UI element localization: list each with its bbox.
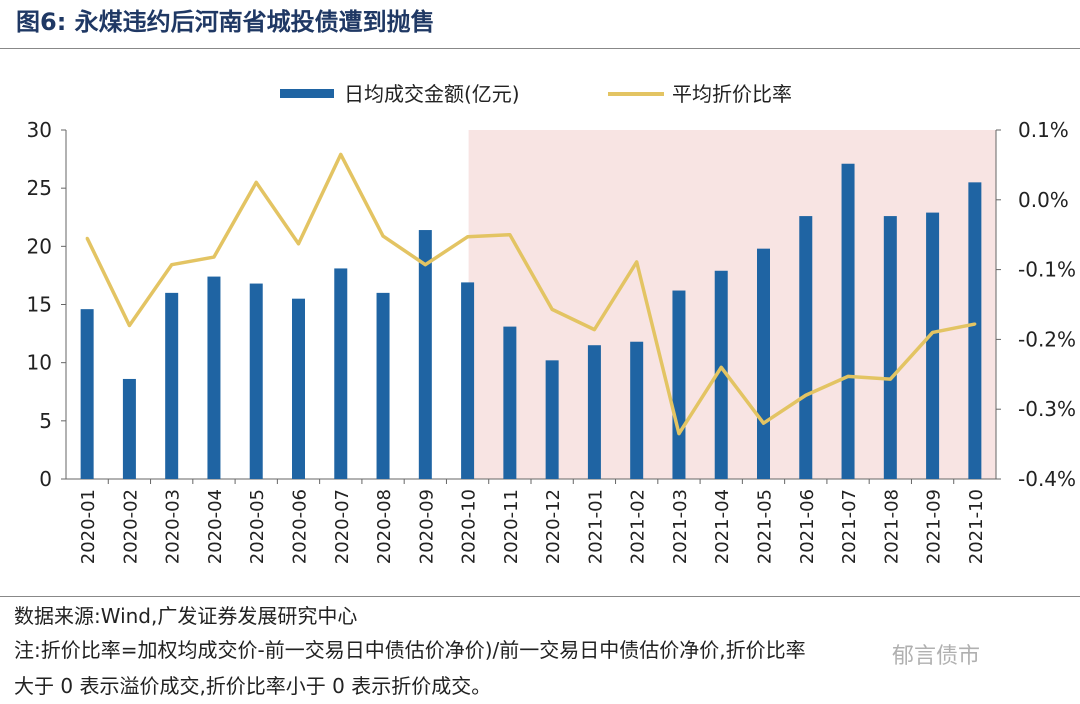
bar bbox=[376, 292, 390, 479]
legend: 日均成交金额(亿元) 平均折价比率 bbox=[280, 82, 792, 106]
bar bbox=[799, 216, 813, 479]
x-tick-label: 2020-04 bbox=[205, 489, 226, 564]
bar bbox=[545, 360, 559, 479]
left-tick-label: 15 bbox=[27, 293, 52, 317]
x-tick-label: 2020-07 bbox=[332, 489, 353, 564]
line-point bbox=[381, 234, 385, 238]
watermark: 郁言债市 bbox=[890, 638, 983, 670]
bar bbox=[503, 326, 517, 479]
bar bbox=[292, 298, 305, 479]
figure-title-text: 永煤违约后河南省城投债遭到抛售 bbox=[74, 8, 435, 36]
line-point bbox=[423, 263, 427, 267]
bar bbox=[334, 268, 348, 479]
left-tick-label: 0 bbox=[39, 467, 52, 491]
bar bbox=[968, 182, 982, 479]
x-tick-label: 2021-01 bbox=[585, 489, 606, 564]
line-point bbox=[339, 152, 343, 156]
x-tick-label: 2021-08 bbox=[881, 489, 902, 564]
x-tick-label: 2021-10 bbox=[966, 489, 987, 564]
x-tick-label: 2021-07 bbox=[839, 489, 860, 564]
left-tick-label: 5 bbox=[39, 409, 52, 433]
bar-layer bbox=[80, 163, 982, 479]
figure-title: 图6: 永煤违约后河南省城投债遭到抛售 bbox=[16, 2, 435, 42]
bar bbox=[630, 341, 644, 479]
x-tick-label: 2020-09 bbox=[416, 489, 437, 564]
figure-label: 图6: bbox=[16, 8, 67, 36]
x-tick-label: 2020-01 bbox=[78, 489, 99, 564]
x-tick-label: 2020-12 bbox=[543, 489, 564, 564]
line-point bbox=[170, 263, 174, 267]
line-point bbox=[212, 255, 216, 259]
note-line-2: 大于 0 表示溢价成交,折价比率小于 0 表示折价成交。 bbox=[14, 674, 492, 698]
bar bbox=[418, 230, 432, 479]
legend-bar-swatch bbox=[280, 89, 334, 98]
x-tick-label: 2020-08 bbox=[374, 489, 395, 564]
bar bbox=[926, 212, 940, 479]
legend-bar-label: 日均成交金额(亿元) bbox=[344, 82, 520, 106]
x-tick-label: 2020-02 bbox=[120, 489, 141, 564]
footer-divider bbox=[0, 596, 1080, 597]
x-tick-label: 2021-03 bbox=[670, 489, 691, 564]
line-point bbox=[297, 242, 300, 246]
line-point bbox=[719, 365, 723, 369]
bar bbox=[461, 282, 475, 479]
bar bbox=[249, 283, 263, 479]
data-source: 数据来源:Wind,广发证券发展研究中心 bbox=[14, 604, 358, 628]
line-point bbox=[635, 260, 639, 264]
discount-rate-line bbox=[85, 152, 976, 436]
bar bbox=[672, 290, 686, 479]
line-point bbox=[550, 307, 554, 311]
bar bbox=[80, 309, 94, 479]
right-tick-label: -0.1% bbox=[1018, 258, 1076, 282]
chart: 0 5 10 15 20 25 30 -0.4% -0.3% -0.2% -0.1% 0.0% 0.1%… bbox=[27, 82, 1076, 564]
line-point bbox=[127, 323, 131, 327]
x-tick-label: 2020-03 bbox=[163, 489, 184, 564]
line-point bbox=[973, 322, 977, 326]
left-tick-label: 25 bbox=[27, 176, 52, 200]
line-point bbox=[85, 236, 89, 240]
line-point bbox=[677, 432, 681, 436]
legend-line-label: 平均折价比率 bbox=[672, 82, 792, 106]
left-tick-label: 20 bbox=[27, 234, 52, 258]
right-tick-label: -0.2% bbox=[1018, 327, 1076, 351]
line-point bbox=[888, 377, 892, 381]
bar bbox=[587, 345, 601, 479]
x-tick-label: 2021-09 bbox=[924, 489, 945, 564]
right-tick-label: 0.1% bbox=[1018, 118, 1069, 142]
x-tick-label: 2020-05 bbox=[247, 489, 268, 564]
left-tick-label: 30 bbox=[27, 118, 52, 142]
line-point bbox=[466, 235, 470, 239]
bar bbox=[841, 163, 855, 479]
x-tick-label: 2021-04 bbox=[712, 489, 733, 564]
x-tick-label: 2020-10 bbox=[459, 489, 480, 564]
title-divider bbox=[0, 48, 1080, 49]
x-tick-label: 2020-06 bbox=[290, 489, 311, 564]
line-point bbox=[508, 233, 512, 237]
left-tick-label: 10 bbox=[27, 351, 52, 375]
bar bbox=[122, 378, 136, 479]
bar bbox=[757, 248, 770, 479]
bar bbox=[714, 270, 728, 479]
right-tick-label: -0.3% bbox=[1018, 397, 1076, 421]
right-tick-label: -0.4% bbox=[1018, 467, 1076, 491]
line-layer bbox=[85, 152, 977, 436]
x-tick-label: 2021-05 bbox=[755, 489, 776, 564]
x-tick-label: 2021-06 bbox=[797, 489, 818, 564]
line-point bbox=[804, 393, 808, 397]
axis-layer: 0 5 10 15 20 25 30 -0.4% -0.3% -0.2% -0.1% 0.0% 0.1%… bbox=[27, 118, 1076, 564]
line-point bbox=[592, 328, 596, 332]
line-point bbox=[846, 374, 850, 378]
line-point bbox=[931, 330, 935, 334]
note-line-1: 注:折价比率=加权均成交价-前一交易日中债估价净价)/前一交易日中债估价净价,折… bbox=[14, 638, 806, 662]
x-tick-label: 2021-02 bbox=[628, 489, 649, 564]
bar bbox=[883, 216, 897, 479]
line-point bbox=[254, 180, 258, 184]
bar bbox=[165, 292, 179, 479]
right-tick-label: 0.0% bbox=[1018, 188, 1069, 212]
line-point bbox=[762, 421, 765, 425]
x-tick-label: 2020-11 bbox=[501, 489, 522, 564]
bar bbox=[207, 276, 221, 479]
